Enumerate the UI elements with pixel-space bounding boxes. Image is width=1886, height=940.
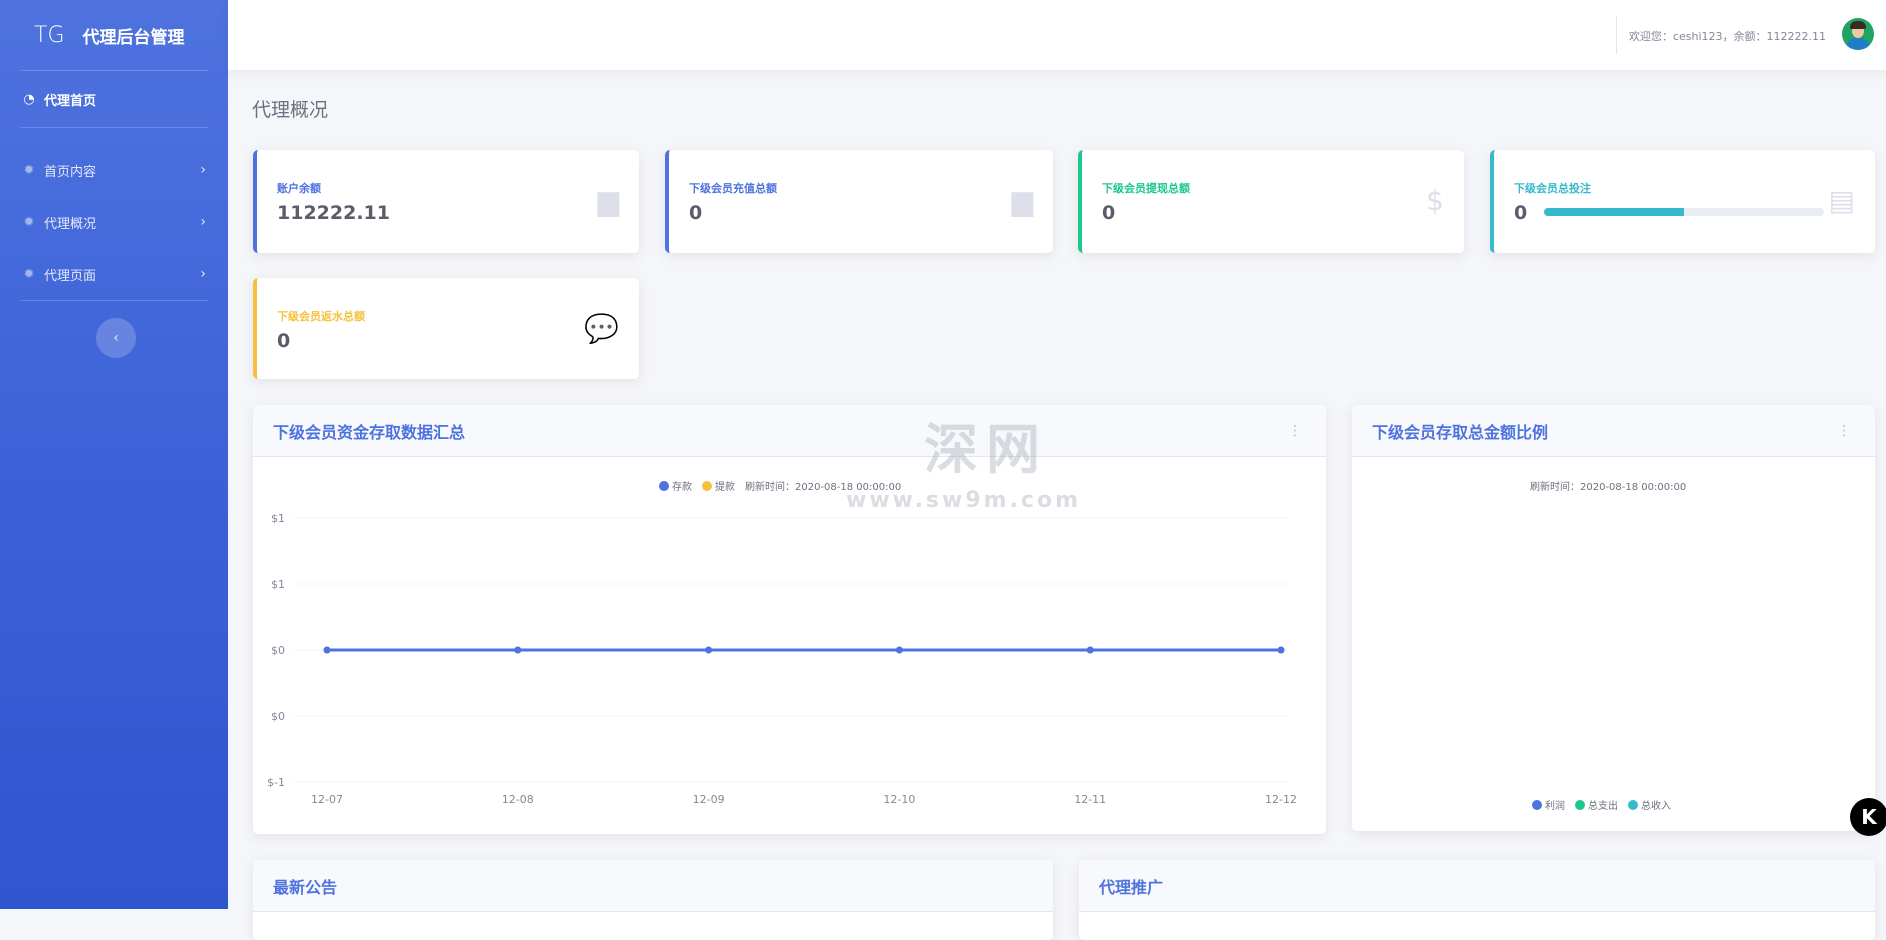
chevron-right-icon: › bbox=[200, 162, 206, 178]
legend-item[interactable]: 总支出 bbox=[1575, 797, 1618, 812]
y-tick-label: $1 bbox=[271, 512, 285, 525]
more-options-icon[interactable]: ⋮ bbox=[1837, 423, 1851, 439]
legend-item[interactable]: 存款 bbox=[659, 478, 692, 493]
card-label: 下级会员充值总额 bbox=[689, 182, 777, 195]
avatar[interactable] bbox=[1842, 18, 1874, 50]
panel-title: 下级会员存取总金额比例 bbox=[1352, 405, 1875, 457]
refresh-time: 刷新时间：2020-08-18 00:00:00 bbox=[1530, 482, 1687, 493]
card-value: 0 bbox=[689, 202, 703, 224]
chevron-right-icon: › bbox=[200, 214, 206, 230]
ratio-panel: 下级会员存取总金额比例 ⋮ 刷新时间：2020-08-18 00:00:00 利… bbox=[1352, 405, 1875, 831]
dollar-icon: $ bbox=[1426, 184, 1444, 217]
notice-panel: 最新公告 bbox=[253, 860, 1053, 940]
x-tick-label: 12-12 bbox=[1265, 793, 1297, 806]
legend-item[interactable]: 总收入 bbox=[1628, 797, 1671, 812]
funds-panel: 下级会员资金存取数据汇总 ⋮ 存款 提款 刷新时间：2020-08-18 00:… bbox=[253, 405, 1326, 834]
sidebar: TG 代理后台管理 ◔ 代理首页 ✹ 首页内容 › ✹ 代理概况 › ✹ 代理页… bbox=[0, 0, 228, 909]
comments-icon: 💬 bbox=[584, 312, 619, 345]
chevron-left-icon: ‹ bbox=[113, 330, 119, 346]
sidebar-item-home-content[interactable]: ✹ 首页内容 › bbox=[0, 144, 228, 196]
divider bbox=[1616, 16, 1617, 54]
x-tick-label: 12-07 bbox=[311, 793, 343, 806]
line-chart: $-1 $0 $0 $1 $1 12-07 12-08 12-09 12-10 12-11 12-1… bbox=[267, 512, 1297, 806]
brand-logo: TG bbox=[34, 22, 65, 48]
legend-item[interactable]: 提款 bbox=[702, 478, 735, 493]
divider bbox=[20, 127, 208, 128]
sidebar-item-label: 首页内容 bbox=[44, 164, 97, 180]
card-label: 下级会员总投注 bbox=[1514, 182, 1591, 195]
gear-icon: ✹ bbox=[23, 266, 35, 282]
dashboard-icon: ◔ bbox=[23, 91, 35, 107]
calendar-icon: ▆ bbox=[597, 184, 619, 217]
gear-icon: ✹ bbox=[23, 162, 35, 178]
card-rebate: 下级会员返水总额 0 💬 bbox=[253, 278, 639, 379]
sidebar-item-pages[interactable]: ✹ 代理页面 › bbox=[0, 248, 228, 300]
brand[interactable]: TG 代理后台管理 bbox=[0, 0, 228, 70]
card-value: 0 bbox=[1102, 202, 1116, 224]
sidebar-toggle-button[interactable]: ‹ bbox=[96, 318, 136, 358]
card-value: 0 bbox=[1514, 202, 1528, 224]
promo-panel: 代理推广 bbox=[1079, 860, 1875, 940]
legend-item[interactable]: 利润 bbox=[1532, 797, 1565, 812]
sidebar-item-label: 代理首页 bbox=[44, 93, 97, 109]
pie-legend: 利润 总支出 总收入 bbox=[1532, 797, 1671, 812]
calendar-icon: ▆ bbox=[1011, 184, 1033, 217]
card-value: 0 bbox=[277, 330, 291, 352]
card-bets: 下级会员总投注 0 ▤ bbox=[1490, 150, 1875, 253]
card-label: 账户余额 bbox=[277, 182, 321, 195]
panel-title: 代理推广 bbox=[1079, 860, 1875, 912]
progress-fill bbox=[1544, 208, 1684, 216]
y-tick-label: $-1 bbox=[267, 776, 285, 789]
divider bbox=[20, 300, 208, 301]
data-point bbox=[1086, 646, 1094, 654]
panel-title: 下级会员资金存取数据汇总 bbox=[253, 405, 1326, 457]
card-value: 112222.11 bbox=[277, 202, 390, 224]
data-point bbox=[514, 646, 522, 654]
card-balance: 账户余额 112222.11 ▆ bbox=[253, 150, 639, 253]
x-tick-label: 12-11 bbox=[1074, 793, 1106, 806]
page-title: 代理概况 bbox=[252, 99, 329, 121]
x-tick-label: 12-09 bbox=[693, 793, 725, 806]
clipboard-icon: ▤ bbox=[1828, 184, 1855, 217]
x-tick-label: 12-10 bbox=[883, 793, 915, 806]
card-label: 下级会员提现总额 bbox=[1102, 182, 1190, 195]
card-recharge: 下级会员充值总额 0 ▆ bbox=[665, 150, 1053, 253]
y-tick-label: $0 bbox=[271, 710, 285, 723]
divider bbox=[20, 70, 208, 71]
card-withdraw: 下级会员提现总额 0 $ bbox=[1078, 150, 1464, 253]
gear-icon: ✹ bbox=[23, 214, 35, 230]
chart-legend: 存款 提款 刷新时间：2020-08-18 00:00:00 bbox=[659, 478, 901, 493]
sidebar-item-overview[interactable]: ✹ 代理概况 › bbox=[0, 196, 228, 248]
x-tick-label: 12-08 bbox=[502, 793, 534, 806]
y-tick-label: $0 bbox=[271, 644, 285, 657]
y-tick-label: $1 bbox=[271, 578, 285, 591]
refresh-time: 刷新时间：2020-08-18 00:00:00 bbox=[745, 482, 902, 493]
chevron-right-icon: › bbox=[200, 266, 206, 282]
data-point bbox=[323, 646, 331, 654]
sidebar-item-label: 代理概况 bbox=[44, 216, 97, 232]
progress-bar bbox=[1544, 208, 1824, 216]
card-label: 下级会员返水总额 bbox=[277, 310, 365, 323]
welcome-text: 欢迎您：ceshi123，余额：112222.11 bbox=[1628, 30, 1826, 43]
floating-k-button[interactable]: K bbox=[1850, 798, 1886, 836]
data-point bbox=[705, 646, 713, 654]
data-point bbox=[1277, 646, 1285, 654]
data-point bbox=[895, 646, 903, 654]
sidebar-item-label: 代理页面 bbox=[44, 268, 97, 284]
panel-title: 最新公告 bbox=[253, 860, 1053, 912]
more-options-icon[interactable]: ⋮ bbox=[1288, 423, 1302, 439]
sidebar-item-home[interactable]: ◔ 代理首页 bbox=[0, 71, 228, 127]
topbar: 欢迎您：ceshi123，余额：112222.11 bbox=[228, 0, 1886, 70]
brand-title: 代理后台管理 bbox=[82, 27, 185, 48]
